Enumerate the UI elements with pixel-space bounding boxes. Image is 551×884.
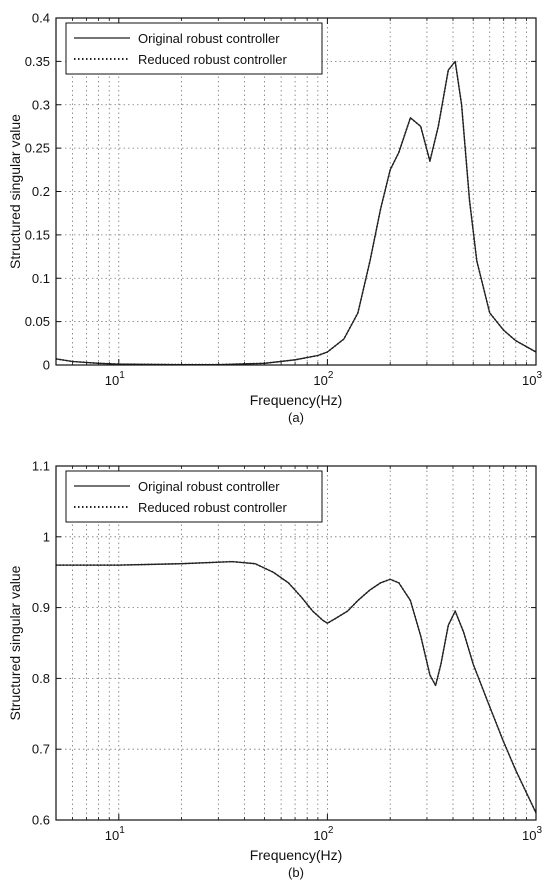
- plot-area: [56, 466, 536, 820]
- legend-label-original: Original robust controller: [138, 31, 280, 46]
- axes-frame: [55, 465, 537, 821]
- y-tick-label: 0.9: [32, 600, 50, 615]
- y-tick-label: 0.3: [32, 97, 50, 112]
- y-tick-label: 0.7: [32, 742, 50, 757]
- y-tick-label: 0.8: [32, 671, 50, 686]
- legend-label-reduced: Reduced robust controller: [138, 52, 288, 67]
- y-tick-label: 0.4: [32, 11, 50, 26]
- y-axis-label: Structured singular value: [7, 114, 23, 269]
- legend-label-original: Original robust controller: [138, 479, 280, 494]
- y-tick-label: 0.1: [32, 271, 50, 286]
- grid: [56, 466, 536, 820]
- y-tick-label: 1.1: [32, 459, 50, 474]
- y-tick-label: 0.05: [25, 314, 50, 329]
- panel-label: (b): [288, 865, 304, 880]
- y-tick-label: 1: [43, 529, 50, 544]
- x-axis-label: Frequency(Hz): [250, 847, 343, 863]
- x-tick-label: 102: [313, 370, 333, 388]
- y-axis-label: Structured singular value: [7, 565, 23, 720]
- y-tick-label: 0.25: [25, 141, 50, 156]
- x-tick-label: 103: [522, 825, 542, 843]
- chart-panel-b: 0.6 0.7 0.8 0.9 1 1.1 101 102 103 Frequency(Hz) (b…: [7, 459, 542, 881]
- x-tick-label: 103: [522, 370, 542, 388]
- y-tick-label: 0.2: [32, 184, 50, 199]
- panel-label: (a): [288, 410, 304, 425]
- y-tick-label: 0.6: [32, 813, 50, 828]
- y-tick-label: 0: [43, 358, 50, 373]
- legend: Original robust controller Reduced robust…: [65, 22, 323, 75]
- legend-label-reduced: Reduced robust controller: [138, 500, 288, 515]
- x-axis-label: Frequency(Hz): [250, 392, 343, 408]
- legend: Original robust controller Reduced robust…: [65, 470, 323, 523]
- y-tick-label: 0.15: [25, 227, 50, 242]
- x-tick-label: 101: [105, 825, 125, 843]
- legend-box: [65, 470, 323, 523]
- chart-panel-a: 0 0.05 0.1 0.15 0.2 0.25 0.3 0.35 0.4 101 102 103 Fr…: [7, 11, 542, 426]
- x-tick-label: 102: [313, 825, 333, 843]
- series-line-reduced: [56, 560, 537, 814]
- x-tick-label: 101: [105, 370, 125, 388]
- y-tick-label: 0.35: [25, 54, 50, 69]
- legend-box: [65, 22, 323, 75]
